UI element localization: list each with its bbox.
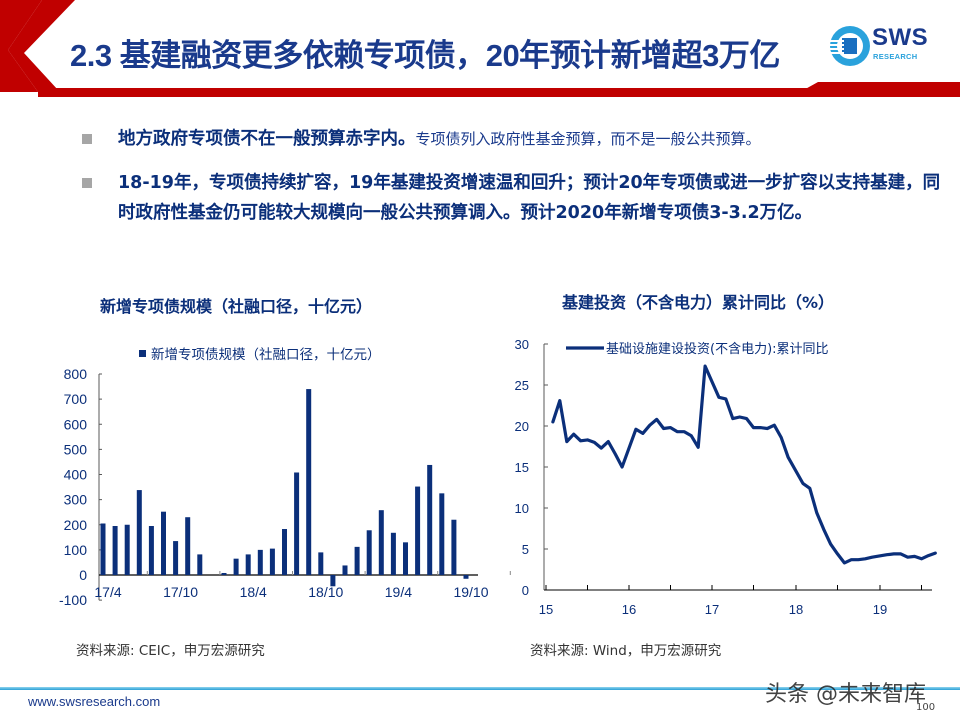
bar [257,549,263,575]
y-tick-label: 20 [515,419,529,434]
x-tick-label: 16 [622,602,636,617]
bar [415,486,421,575]
bar [390,532,396,575]
y-tick-label: 0 [522,583,529,598]
legend-label: 基础设施建设投资(不含电力):累计同比 [606,341,829,357]
bar [366,530,372,575]
bar [173,541,179,575]
bar [124,524,130,575]
logo-subtext: RESEARCH [873,52,918,61]
bullet-strong-text: 地方政府专项债不在一般预算赤字内。 [118,129,416,149]
bar [112,526,118,575]
x-tick-label: 18 [789,602,803,617]
x-tick-label: 17/10 [163,584,198,600]
y-tick-label: 0 [79,567,87,583]
bar [148,526,154,575]
bar [378,510,384,575]
sws-logo: SWS RESEARCH [828,22,958,70]
footer-divider [0,687,960,690]
bar [342,565,348,575]
y-tick-label: -100 [59,592,87,608]
bar [233,558,239,575]
y-tick-label: 10 [515,501,529,516]
bullet-square-icon [82,134,92,144]
y-tick-label: 15 [515,460,529,475]
y-tick-label: 300 [64,492,88,508]
legend-label: 新增专项债规模（社融口径，十亿元） [151,347,381,363]
bar [330,575,336,587]
bar [269,548,275,575]
bullet-normal-text: 专项债列入政府性基金预算，而不是一般公共预算。 [415,130,761,148]
y-tick-label: 200 [64,517,88,533]
series-line [551,364,937,565]
x-tick-label: 17/4 [94,584,121,600]
x-tick-label: 19/10 [453,584,488,600]
y-tick-label: 700 [64,391,88,407]
bullet-item: 18-19年，专项债持续扩容，19年基建投资增速温和回升；预计20年专项债或进一… [82,168,942,228]
bar [161,511,166,575]
x-tick-label: 18/10 [308,584,343,600]
bar [221,572,227,575]
left-chart-source: 资料来源: CEIC，申万宏源研究 [76,643,265,659]
x-tick-label: 19 [873,602,887,617]
page-title: 2.3 基建融资更多依赖专项债，20年预计新增超3万亿 [70,38,780,73]
y-tick-label: 30 [515,337,529,352]
bar [245,554,251,575]
logo-text: SWS [872,24,929,51]
bar [306,389,312,575]
sws-logo-icon [830,26,870,66]
bar [100,523,106,575]
bar [439,493,445,575]
x-tick-label: 18/4 [240,584,267,600]
bar [282,529,287,575]
bullet-strong-text: 18-19年，专项债持续扩容，19年基建投资增速温和回升；预计20年专项债或进一… [118,173,941,223]
page-number: 100 [916,702,936,713]
y-tick-label: 5 [522,542,529,557]
y-tick-label: 500 [64,441,88,457]
right-chart-source: 资料来源: Wind，申万宏源研究 [530,643,722,659]
bullet-list: 地方政府专项债不在一般预算赤字内。专项债列入政府性基金预算，而不是一般公共预算。… [82,124,942,228]
bar [403,542,408,575]
bar [427,464,433,575]
y-tick-label: 800 [64,366,88,382]
right-chart-title: 基建投资（不含电力）累计同比（%） [562,293,835,312]
legend-swatch-icon [139,350,146,357]
y-tick-label: 25 [515,378,529,393]
y-tick-label: 600 [64,416,88,432]
bar [318,552,324,575]
footer-website-link[interactable]: www.swsresearch.com [28,694,161,709]
bar [354,546,360,575]
x-tick-label: 15 [539,602,553,617]
bar [294,472,300,575]
y-tick-label: 400 [64,467,88,483]
watermark: 头条 @未来智库 [765,682,926,707]
y-tick-label: 100 [64,542,88,558]
left-chart-title: 新增专项债规模（社融口径，十亿元） [100,297,373,316]
bar [185,517,191,575]
bar [197,554,203,575]
header-decoration [0,0,960,97]
bar [451,519,457,575]
x-tick-label: 19/4 [385,584,412,600]
bullet-square-icon [82,178,92,188]
x-tick-label: 17 [705,602,719,617]
bullet-item: 地方政府专项债不在一般预算赤字内。专项债列入政府性基金预算，而不是一般公共预算。 [82,124,942,154]
bar [463,575,469,579]
bar [136,490,142,575]
